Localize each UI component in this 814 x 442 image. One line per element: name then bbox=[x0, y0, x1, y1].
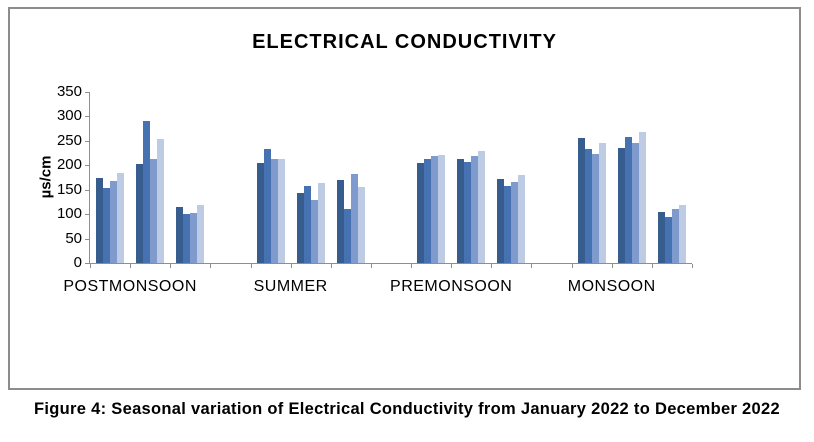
bar-summer-m2-s2 bbox=[303, 185, 311, 263]
x-tick bbox=[411, 264, 413, 268]
y-tick-label: 100 bbox=[56, 205, 82, 223]
bar-summer-m1-s2 bbox=[263, 149, 271, 263]
bar-postmonsoon-m3-s3 bbox=[190, 212, 198, 263]
y-tick-label: 200 bbox=[56, 156, 82, 174]
chart-title: ELECTRICAL CONDUCTIVITY bbox=[252, 31, 557, 53]
bar-postmonsoon-m1-s4 bbox=[117, 173, 124, 263]
x-tick bbox=[370, 264, 372, 268]
y-axis-line bbox=[89, 92, 90, 264]
x-tick bbox=[250, 264, 252, 268]
bar-summer-m1-s1 bbox=[256, 162, 264, 263]
figure-caption: Figure 4: Seasonal variation of Electric… bbox=[34, 400, 780, 418]
x-tick bbox=[90, 264, 91, 268]
x-tick bbox=[290, 264, 292, 268]
x-category-label-summer: SUMMER bbox=[253, 278, 328, 295]
bar-monsoon-m3-s4 bbox=[678, 204, 686, 263]
y-tick bbox=[85, 140, 90, 142]
y-tick bbox=[85, 165, 90, 167]
bar-monsoon-m3-s3 bbox=[671, 209, 679, 263]
x-category-label-monsoon: MONSOON bbox=[567, 278, 656, 295]
x-tick bbox=[531, 264, 533, 268]
bar-postmonsoon-m1-s3 bbox=[110, 181, 117, 263]
bar-summer-m2-s1 bbox=[296, 193, 304, 263]
bar-monsoon-m3-s2 bbox=[664, 216, 672, 263]
y-tick-label: 50 bbox=[65, 229, 82, 247]
bar-postmonsoon-m2-s2 bbox=[143, 120, 151, 263]
bar-postmonsoon-m2-s3 bbox=[150, 159, 158, 263]
bar-postmonsoon-m3-s1 bbox=[176, 206, 184, 263]
bar-postmonsoon-m3-s2 bbox=[183, 214, 191, 263]
bar-postmonsoon-m3-s4 bbox=[197, 204, 205, 263]
bar-premonsoon-m2-s3 bbox=[471, 156, 479, 263]
bar-premonsoon-m1-s1 bbox=[417, 162, 425, 263]
bar-summer-m3-s1 bbox=[336, 179, 344, 263]
bar-postmonsoon-m1-s2 bbox=[103, 188, 110, 263]
x-tick bbox=[210, 264, 212, 268]
bar-premonsoon-m2-s2 bbox=[464, 162, 472, 263]
bar-monsoon-m1-s3 bbox=[591, 154, 599, 263]
x-axis-line bbox=[90, 263, 692, 264]
bar-premonsoon-m2-s1 bbox=[457, 159, 465, 263]
x-tick bbox=[651, 264, 653, 268]
y-tick-label: 150 bbox=[56, 180, 82, 198]
x-category-label-postmonsoon: POSTMONSOON bbox=[63, 278, 197, 295]
bar-premonsoon-m3-s4 bbox=[518, 175, 526, 263]
y-tick-label: 0 bbox=[73, 254, 82, 271]
bar-monsoon-m2-s3 bbox=[631, 142, 639, 263]
y-tick-label: 300 bbox=[56, 107, 82, 125]
bar-monsoon-m2-s4 bbox=[638, 132, 646, 263]
bar-summer-m1-s3 bbox=[270, 158, 278, 263]
bar-summer-m3-s4 bbox=[357, 187, 365, 263]
bar-postmonsoon-m2-s1 bbox=[136, 163, 144, 263]
bar-postmonsoon-m2-s4 bbox=[157, 138, 165, 263]
bar-summer-m2-s3 bbox=[310, 200, 318, 263]
y-tick bbox=[85, 92, 90, 93]
y-tick bbox=[85, 189, 90, 191]
bar-monsoon-m1-s4 bbox=[598, 143, 606, 263]
y-tick bbox=[85, 263, 90, 264]
x-category-label-premonsoon: PREMONSOON bbox=[390, 278, 513, 295]
y-tick-label: 250 bbox=[56, 131, 82, 149]
y-tick bbox=[85, 214, 90, 216]
bar-monsoon-m2-s2 bbox=[624, 136, 632, 263]
x-tick bbox=[571, 264, 573, 268]
bar-premonsoon-m1-s3 bbox=[431, 155, 439, 263]
bar-monsoon-m3-s1 bbox=[657, 212, 665, 263]
bar-summer-m2-s4 bbox=[317, 182, 325, 263]
bar-monsoon-m2-s1 bbox=[617, 148, 625, 263]
x-tick bbox=[451, 264, 453, 268]
bar-premonsoon-m3-s2 bbox=[504, 185, 512, 263]
bar-summer-m3-s2 bbox=[343, 209, 351, 263]
bar-summer-m1-s4 bbox=[277, 158, 285, 263]
x-tick bbox=[330, 264, 332, 268]
x-tick bbox=[611, 264, 613, 268]
bar-monsoon-m1-s2 bbox=[584, 149, 592, 263]
x-tick bbox=[491, 264, 493, 268]
y-tick bbox=[85, 238, 90, 240]
bar-premonsoon-m1-s4 bbox=[438, 154, 446, 263]
bar-summer-m3-s3 bbox=[350, 173, 358, 263]
bar-premonsoon-m3-s3 bbox=[511, 182, 519, 263]
x-tick bbox=[170, 264, 172, 268]
x-tick bbox=[130, 264, 132, 268]
bar-premonsoon-m3-s1 bbox=[497, 178, 505, 263]
bar-monsoon-m1-s1 bbox=[577, 138, 585, 263]
bar-premonsoon-m2-s4 bbox=[478, 151, 486, 263]
bar-premonsoon-m1-s2 bbox=[424, 158, 432, 263]
x-tick bbox=[692, 264, 693, 268]
bar-postmonsoon-m1-s1 bbox=[96, 177, 103, 263]
y-tick bbox=[85, 116, 90, 118]
y-tick-label: 350 bbox=[56, 83, 82, 100]
